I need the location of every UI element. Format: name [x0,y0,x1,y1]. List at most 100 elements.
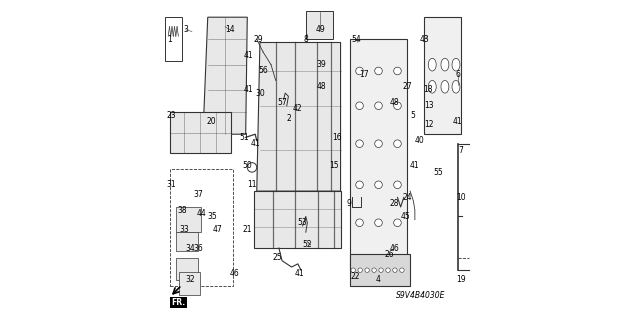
Text: 56: 56 [258,66,268,76]
Circle shape [374,102,382,109]
Text: 31: 31 [166,180,176,189]
Circle shape [393,268,397,272]
Text: 37: 37 [193,190,203,199]
Polygon shape [203,17,247,134]
Text: 25: 25 [273,253,282,262]
Circle shape [394,67,401,75]
Text: S9V4B4030E: S9V4B4030E [396,291,446,300]
Text: 24: 24 [402,193,412,202]
Text: 9: 9 [346,199,351,208]
Text: 30: 30 [255,89,265,98]
Text: 46: 46 [230,269,239,278]
Text: 1: 1 [168,35,172,44]
Text: 42: 42 [293,104,303,113]
Circle shape [394,181,401,189]
Text: 48: 48 [390,98,399,107]
Text: 36: 36 [193,243,203,253]
Text: 22: 22 [350,272,360,281]
Text: 47: 47 [212,225,222,234]
Text: 16: 16 [333,133,342,142]
Ellipse shape [428,80,436,93]
Bar [176,207,202,232]
Text: 29: 29 [253,35,263,44]
Text: 18: 18 [423,85,432,94]
Ellipse shape [428,58,436,71]
Circle shape [372,268,376,272]
Text: 50: 50 [243,161,252,170]
Circle shape [356,181,364,189]
Text: 41: 41 [250,139,260,148]
Text: 4: 4 [376,275,381,284]
Bar [176,257,198,280]
Text: 11: 11 [247,180,257,189]
Text: 55: 55 [434,168,444,177]
Bar [165,17,182,62]
Text: 13: 13 [424,101,434,110]
Text: 51: 51 [239,133,249,142]
Circle shape [358,268,362,272]
Text: 41: 41 [294,269,304,278]
Circle shape [400,268,404,272]
Text: 26: 26 [385,250,394,259]
Text: 41: 41 [452,117,462,126]
Text: 14: 14 [225,25,235,34]
Text: 33: 33 [179,225,189,234]
Text: 20: 20 [206,117,216,126]
Circle shape [394,140,401,147]
Text: 19: 19 [456,275,465,284]
Text: 10: 10 [456,193,465,202]
Text: 7: 7 [458,145,463,154]
Circle shape [351,268,355,272]
Text: 41: 41 [244,51,253,60]
Polygon shape [253,191,340,248]
Ellipse shape [441,58,449,71]
Text: 15: 15 [330,161,339,170]
Text: 52: 52 [303,241,312,249]
Circle shape [386,268,390,272]
Bar [176,232,198,251]
Bar [179,272,200,295]
Text: 6: 6 [455,70,460,78]
Circle shape [356,67,364,75]
Text: 57: 57 [277,98,287,107]
Circle shape [356,102,364,109]
Bar [424,17,461,134]
Text: 34: 34 [186,243,195,253]
Text: 23: 23 [166,111,176,120]
Text: 17: 17 [360,70,369,78]
Circle shape [356,219,364,226]
Circle shape [374,181,382,189]
Text: 54: 54 [351,35,361,44]
Ellipse shape [452,58,460,71]
Text: 12: 12 [424,120,434,129]
Text: 8: 8 [303,35,308,44]
Text: 46: 46 [389,243,399,253]
Circle shape [374,67,382,75]
Text: 3: 3 [183,25,188,34]
Ellipse shape [452,80,460,93]
Text: FR.: FR. [172,298,186,307]
Polygon shape [350,254,410,286]
Text: 27: 27 [402,82,412,91]
Text: 28: 28 [390,199,399,208]
Bar [170,169,233,286]
Polygon shape [257,42,340,191]
Text: 38: 38 [178,206,188,215]
Circle shape [379,268,383,272]
Text: 21: 21 [243,225,252,234]
Circle shape [374,219,382,226]
Text: 40: 40 [415,136,424,145]
Text: 39: 39 [317,60,326,69]
Text: 49: 49 [315,25,325,34]
Polygon shape [170,112,232,153]
Bar [306,11,333,39]
Text: 53: 53 [298,218,307,227]
Circle shape [394,219,401,226]
Text: 44: 44 [196,209,206,218]
Text: 48: 48 [317,82,326,91]
Ellipse shape [441,80,449,93]
Text: 43: 43 [419,35,429,44]
Circle shape [374,140,382,147]
Text: 32: 32 [186,275,195,284]
Text: 41: 41 [244,85,253,94]
